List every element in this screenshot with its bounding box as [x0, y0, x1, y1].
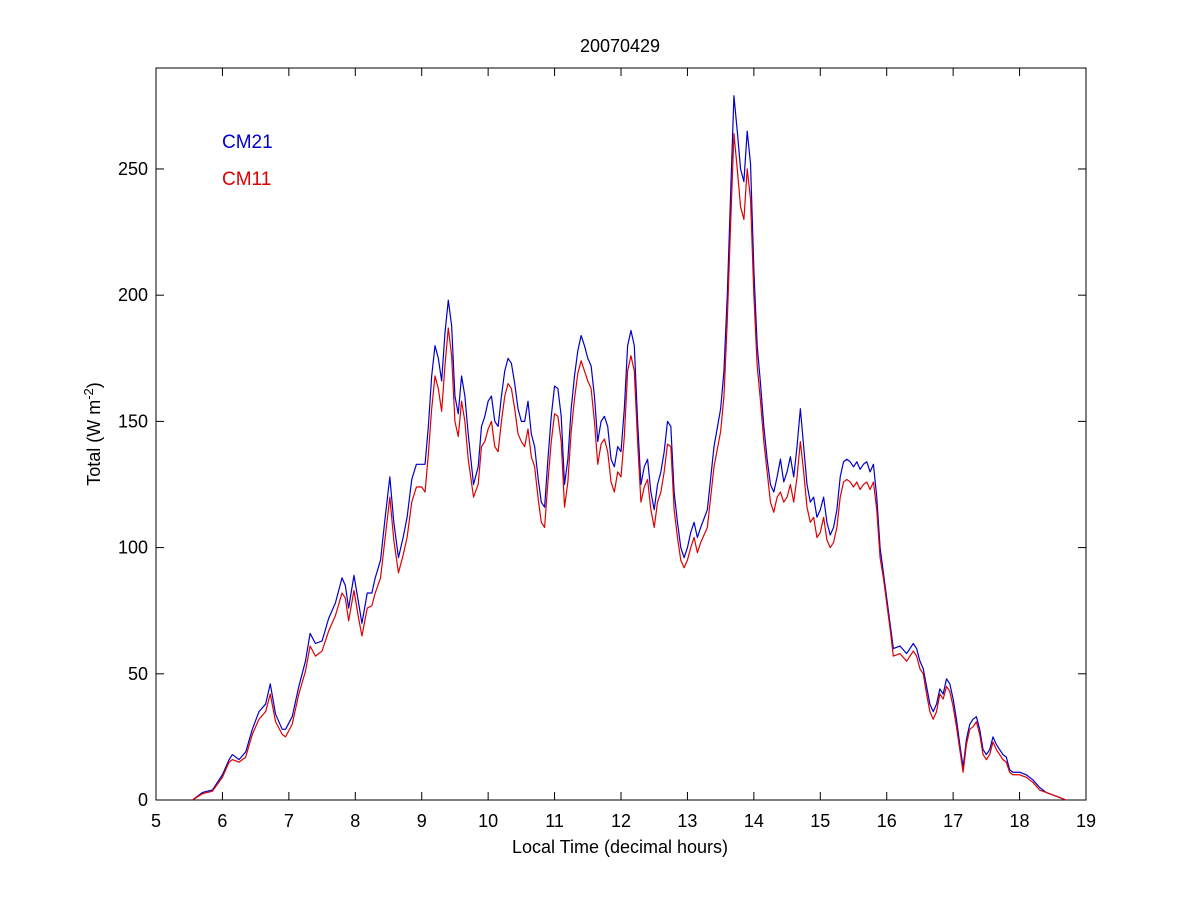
x-tick-label: 14	[744, 811, 764, 831]
x-tick-label: 6	[217, 811, 227, 831]
x-tick-label: 12	[611, 811, 631, 831]
x-axis-label: Local Time (decimal hours)	[512, 837, 728, 857]
x-tick-label: 15	[810, 811, 830, 831]
x-tick-label: 19	[1076, 811, 1096, 831]
x-tick-label: 16	[877, 811, 897, 831]
series-line-cm21	[192, 95, 1067, 801]
series-layer	[192, 95, 1067, 801]
chart-title: 20070429	[580, 36, 660, 56]
x-tick-label: 8	[350, 811, 360, 831]
y-axis-label-superscript: -2	[81, 388, 96, 400]
y-tick-label: 0	[138, 790, 148, 810]
series-line-cm11	[192, 133, 1067, 801]
y-tick-label: 100	[118, 538, 148, 558]
x-tick-label: 10	[478, 811, 498, 831]
y-axis-label: Total (W m-2)	[81, 382, 104, 486]
y-tick-label: 50	[128, 664, 148, 684]
y-tick-label: 200	[118, 285, 148, 305]
y-axis-label-main: Total (W m	[84, 400, 104, 486]
legend: CM21 CM11	[222, 132, 273, 190]
legend-entry-cm11: CM11	[222, 169, 271, 190]
y-tick-label: 150	[118, 411, 148, 431]
x-tick-label: 7	[284, 811, 294, 831]
y-axis: 0 50 100 150 200 250	[118, 159, 1086, 810]
x-axis: 5 6 7 8 9 10 11 12 13 14 15 16 17 18 19	[151, 68, 1096, 831]
x-tick-label: 5	[151, 811, 161, 831]
x-tick-label: 18	[1010, 811, 1030, 831]
x-tick-label: 13	[677, 811, 697, 831]
y-tick-label: 250	[118, 159, 148, 179]
x-tick-label: 11	[545, 811, 564, 831]
legend-entry-cm21: CM21	[222, 132, 273, 153]
y-axis-label-close: )	[84, 382, 104, 388]
x-tick-label: 9	[417, 811, 427, 831]
x-tick-label: 17	[943, 811, 963, 831]
